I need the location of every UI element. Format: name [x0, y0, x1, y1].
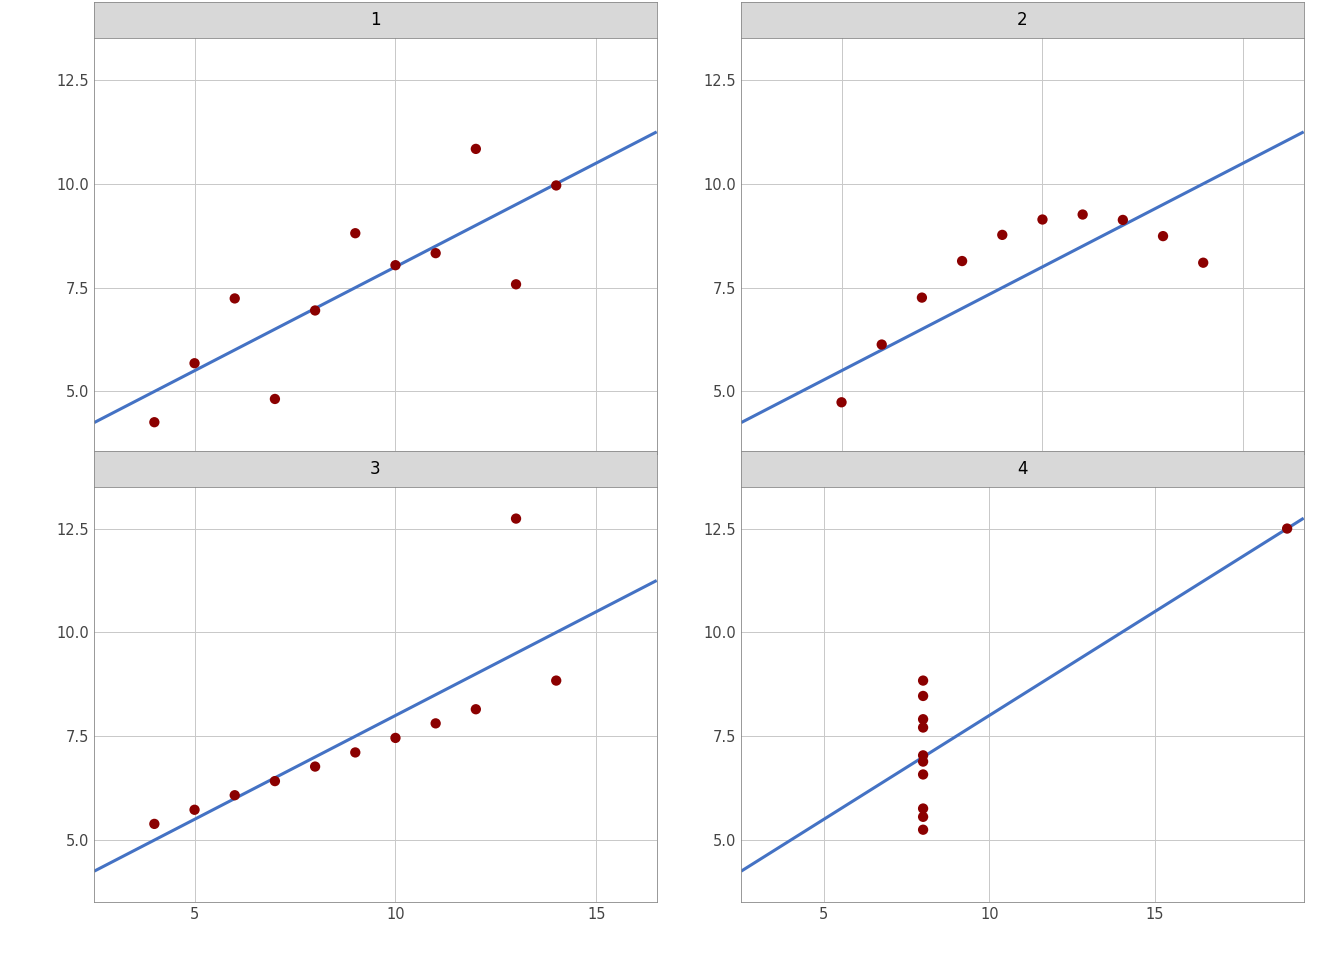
Point — [344, 745, 366, 760]
Point — [265, 392, 286, 407]
Point — [344, 226, 366, 241]
Point — [224, 787, 246, 803]
Point — [913, 673, 934, 688]
Point — [505, 511, 527, 526]
Point — [465, 141, 487, 156]
Point — [144, 816, 165, 831]
Point — [425, 246, 446, 261]
Point — [871, 337, 892, 352]
Point — [144, 415, 165, 430]
Point — [913, 767, 934, 782]
Point — [265, 774, 286, 789]
Point — [1152, 228, 1173, 244]
Point — [304, 302, 325, 318]
Point — [831, 395, 852, 410]
Point — [913, 688, 934, 704]
Point — [1111, 212, 1133, 228]
Point — [546, 673, 567, 688]
Text: 3: 3 — [370, 460, 380, 478]
Point — [913, 809, 934, 825]
Point — [1073, 206, 1094, 222]
Point — [913, 711, 934, 727]
Point — [224, 291, 246, 306]
Point — [913, 748, 934, 763]
Point — [384, 731, 406, 746]
Point — [1032, 212, 1054, 228]
Point — [1192, 255, 1214, 271]
Point — [992, 228, 1013, 243]
Point — [913, 720, 934, 735]
Text: 4: 4 — [1017, 460, 1028, 478]
Point — [1277, 521, 1298, 537]
Point — [911, 290, 933, 305]
Point — [913, 754, 934, 769]
Point — [952, 253, 973, 269]
Point — [304, 759, 325, 775]
Point — [790, 463, 812, 478]
Point — [913, 801, 934, 816]
Point — [184, 803, 206, 818]
Point — [913, 822, 934, 837]
Point — [465, 702, 487, 717]
Point — [384, 257, 406, 273]
Point — [425, 716, 446, 732]
Point — [546, 178, 567, 193]
Point — [184, 355, 206, 371]
Point — [505, 276, 527, 292]
Text: 2: 2 — [1017, 12, 1028, 29]
Text: 1: 1 — [370, 12, 380, 29]
